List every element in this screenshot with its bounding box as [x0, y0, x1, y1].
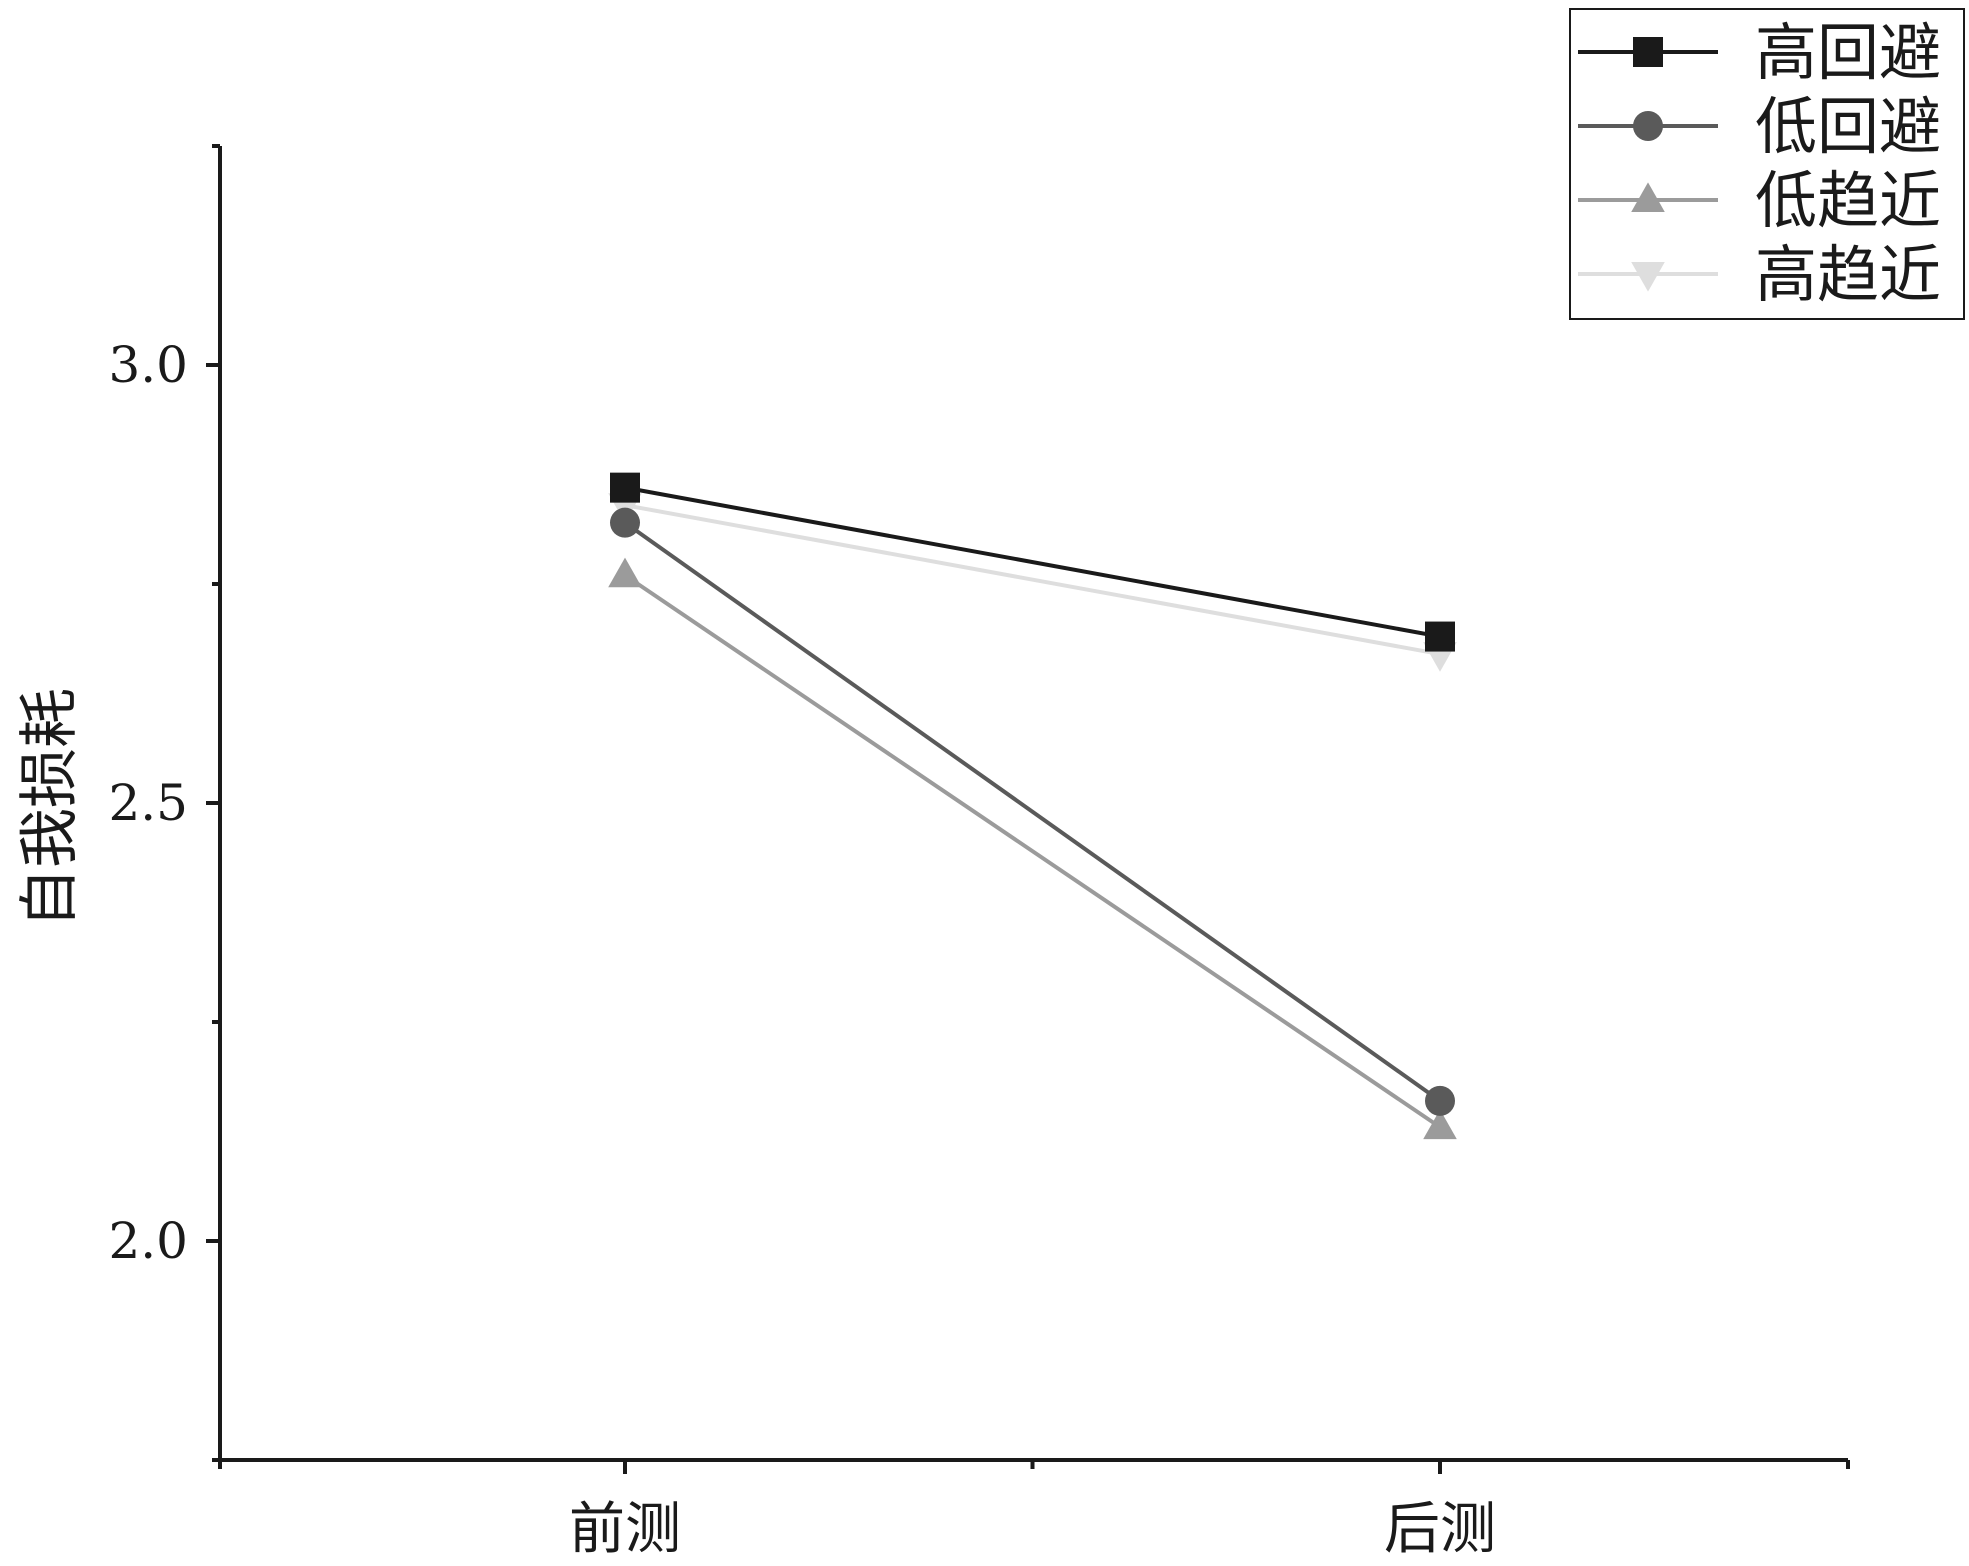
legend-item: 高回避: [1578, 16, 1941, 89]
series-line: [624, 503, 1441, 657]
legend-label: 高趋近: [1755, 238, 1941, 311]
legend-label: 低趋近: [1755, 164, 1941, 237]
series-line: [623, 521, 1442, 1103]
legend-marker: [1631, 182, 1665, 212]
x-tick-label: 后测: [1384, 1497, 1496, 1562]
y-axis-title: 自我损耗: [15, 688, 85, 928]
series-lines: [608, 472, 1457, 1140]
data-point: [1423, 1109, 1457, 1140]
legend-marker: [1633, 111, 1663, 141]
data-point: [1425, 1085, 1455, 1116]
y-tick-label: 2.0: [108, 1212, 188, 1270]
data-point: [610, 472, 640, 503]
legend-label: 高回避: [1755, 16, 1941, 89]
series-4: [608, 493, 1457, 672]
y-tick-label: 3.0: [108, 336, 188, 394]
legend-item: 低回避: [1578, 90, 1941, 163]
legend-marker: [1631, 262, 1665, 292]
series-3: [608, 557, 1457, 1140]
data-point: [610, 507, 640, 538]
x-tick-label: 前测: [569, 1497, 681, 1562]
legend-label: 低回避: [1755, 90, 1941, 163]
data-point: [1425, 621, 1455, 652]
series-line: [623, 573, 1442, 1129]
data-point: [608, 557, 642, 588]
legend-item: 低趋近: [1578, 164, 1941, 237]
series-line: [624, 485, 1441, 639]
series-1: [610, 472, 1455, 652]
legend-marker: [1633, 37, 1663, 67]
legend-item: 高趋近: [1578, 238, 1941, 311]
axes: 2.0 2.5 3.0 前测 后测 自我损耗: [15, 144, 1850, 1562]
y-tick-label: 2.5: [108, 774, 188, 832]
series-2: [610, 507, 1455, 1116]
